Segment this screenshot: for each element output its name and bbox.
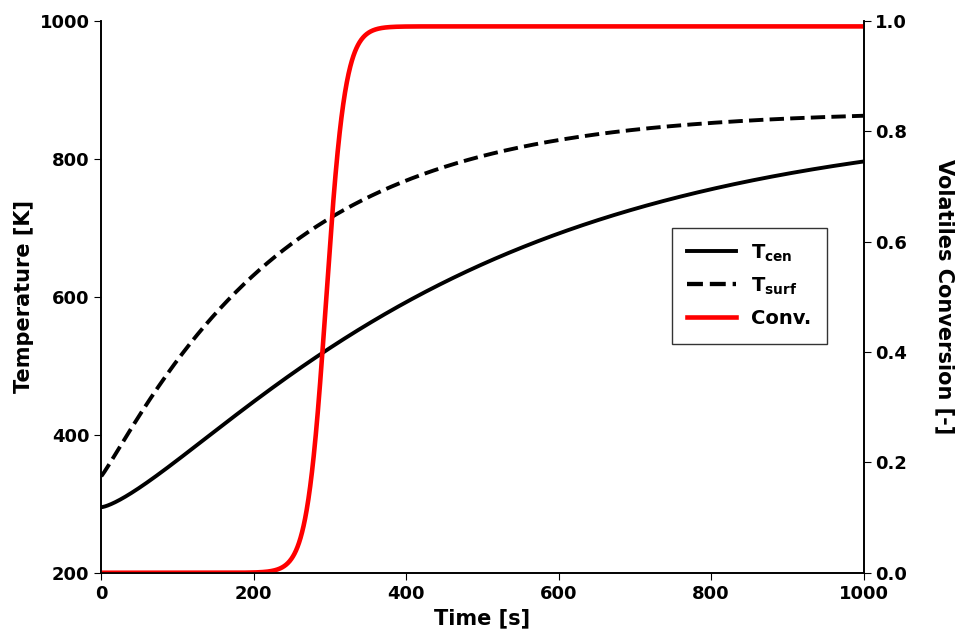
X-axis label: Time [s]: Time [s] [434,608,530,628]
Y-axis label: Volatiles Conversion [-]: Volatiles Conversion [-] [935,159,955,435]
Legend: T$_\mathregular{cen}$, T$_\mathregular{surf}$, Conv.: T$_\mathregular{cen}$, T$_\mathregular{s… [672,227,828,344]
Y-axis label: Temperature [K]: Temperature [K] [14,200,34,394]
